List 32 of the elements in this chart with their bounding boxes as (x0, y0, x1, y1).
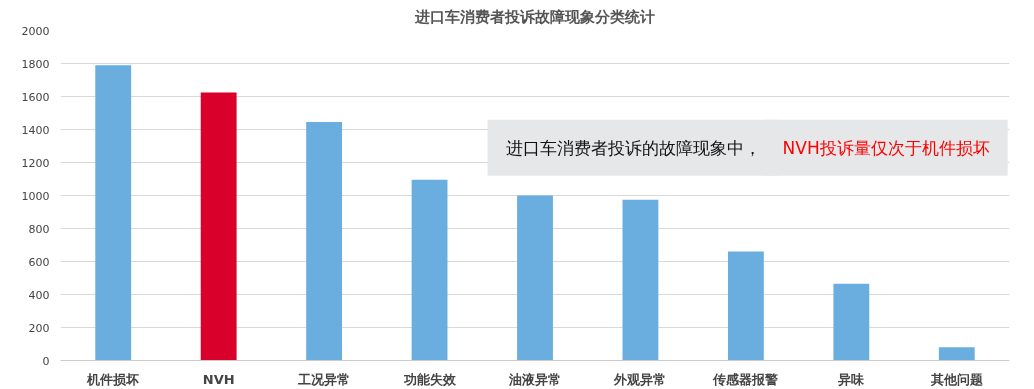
x-tick-label: 油液异常 (508, 371, 561, 387)
x-tick-label: 功能失效 (402, 371, 457, 387)
bar (517, 195, 553, 361)
bar (727, 251, 764, 361)
y-tick-label: 200 (28, 321, 50, 335)
x-tick-label: 传感器报警 (712, 371, 779, 387)
bar (306, 122, 343, 361)
y-tick-label: 2000 (21, 24, 50, 38)
y-tick-label: 1800 (21, 57, 50, 71)
bar (200, 92, 237, 361)
bar (622, 199, 659, 361)
y-tick-label: 0 (42, 354, 50, 368)
chart-title: 进口车消费者投诉故障现象分类统计 (414, 7, 655, 26)
bar (938, 347, 975, 361)
y-tick-label: 1600 (21, 90, 50, 104)
x-tick-label: 其他问题 (929, 371, 983, 387)
x-tick-label: 异味 (837, 371, 866, 387)
bar (833, 283, 870, 361)
annotation: 进口车消费者投诉的故障现象中， (505, 137, 761, 158)
y-tick-label: 1400 (21, 123, 50, 137)
y-tick-label: 800 (28, 222, 50, 236)
y-tick-label: 600 (28, 255, 50, 269)
bar (411, 179, 448, 361)
x-tick-label: 工况异常 (297, 371, 351, 387)
y-tick-label: 1200 (21, 156, 50, 170)
x-tick-label: 外观异常 (613, 371, 667, 387)
x-tick-label: NVH (202, 371, 235, 387)
y-tick-label: 400 (28, 288, 50, 302)
y-tick-label: 1000 (21, 189, 50, 203)
bar (95, 65, 132, 361)
annotation: NVH投诉量仅次于机件损坏 (782, 137, 990, 158)
x-tick-label: 机件损坏 (86, 371, 140, 387)
